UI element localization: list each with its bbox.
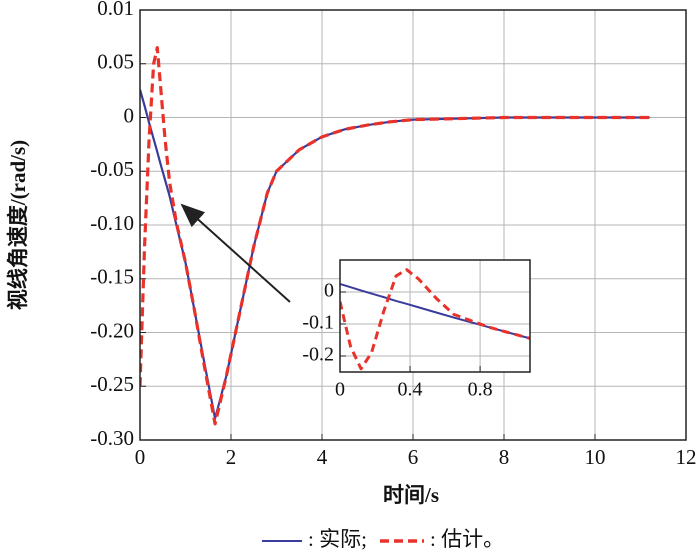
y-tick-label: -0.25 [90,372,134,396]
y-tick-label: -0.10 [90,211,134,235]
y-tick-label: -0.15 [90,265,134,289]
y-tick-label: 0 [324,280,334,302]
x-tick-label: 0 [335,379,345,401]
y-tick-label: -0.1 [302,312,334,334]
legend-label: : 实际; [308,527,367,551]
plot-background [340,260,530,372]
inset-plot: 0-0.1-0.20 0.4 0.8 [302,259,531,401]
x-tick-label: 0.8 [468,379,493,401]
series-line [140,46,650,426]
plot-frame [339,259,531,373]
main-plot: 0.010.050-0.05-0.10-0.15-0.20-0.25-0.300… [90,0,696,469]
y-tick-label: -0.2 [302,344,334,366]
y-axis-label: 视线角速度/(rad/s) [6,140,30,310]
y-tick-label: -0.20 [90,318,134,342]
x-tick-label: 10 [585,445,606,469]
series-line [340,283,530,340]
y-tick-label: 0.05 [97,50,134,74]
series-line [140,89,650,420]
y-tick-label: -0.05 [90,157,134,181]
x-tick-label: 4 [317,445,328,469]
x-tick-label: 2 [226,445,237,469]
x-tick-label: 0.4 [398,379,423,401]
legend-label: : 估计。 [430,527,504,551]
legend: : 实际; : 估计。 [262,527,504,551]
y-tick-label: -0.30 [90,426,134,450]
y-tick-label: 0.01 [97,0,134,20]
x-tick-label: 6 [408,445,419,469]
y-tick-label: 0 [124,103,135,127]
x-tick-label: 0 [135,445,146,469]
x-tick-label: 8 [499,445,510,469]
x-axis-label: 时间/s [383,483,439,507]
arrow [180,203,291,303]
plot-frame [139,9,687,441]
x-tick-label: 12 [676,445,697,469]
